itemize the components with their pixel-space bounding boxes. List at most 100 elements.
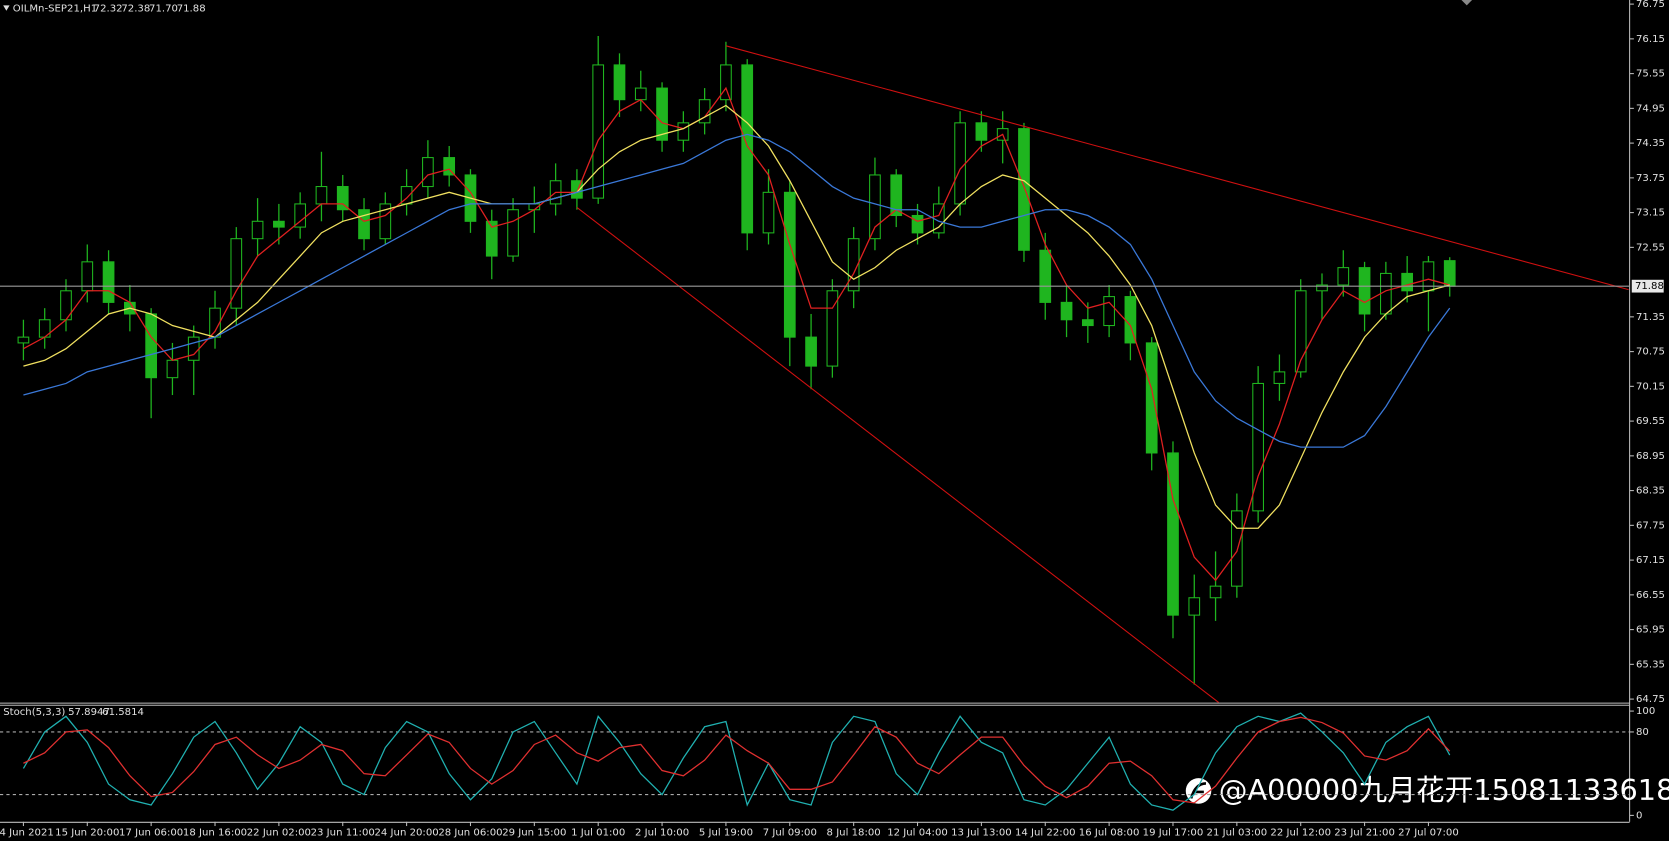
candle-body: [1188, 597, 1201, 616]
y-tick-label: 71.35: [1636, 312, 1665, 323]
candle-body: [677, 122, 690, 141]
candle-body: [720, 64, 732, 101]
candle-body: [1039, 249, 1052, 303]
x-tick-label: 5 Jul 19:00: [699, 827, 753, 838]
header-low: 71.70: [149, 4, 178, 15]
x-tick-label: 28 Jun 06:00: [438, 827, 502, 838]
x-tick-label: 7 Jul 09:00: [763, 827, 817, 838]
x-tick-label: 21 Jul 03:00: [1207, 827, 1268, 838]
price-panel: [17, 35, 1629, 703]
indicator-line: [23, 133, 1451, 448]
candle-body: [1018, 128, 1030, 251]
x-tick-label: 19 Jul 17:00: [1143, 827, 1204, 838]
candle-body: [698, 99, 711, 124]
x-tick-label: 18 Jun 16:00: [183, 827, 247, 838]
candle-body: [911, 214, 924, 234]
x-tick-label: 8 Jul 18:00: [827, 827, 881, 838]
y-tick-label: 65.95: [1636, 625, 1665, 636]
indicator-line: [23, 86, 1450, 582]
candle-body: [1060, 301, 1073, 321]
candle-body: [656, 87, 668, 141]
y-tick-label: 64.75: [1636, 694, 1665, 705]
candle-body: [273, 220, 285, 228]
candle-body: [1337, 267, 1350, 286]
stoch-panel: [0, 712, 1630, 811]
candle-body: [209, 307, 221, 338]
candle-body: [783, 191, 796, 338]
y-tick-label: 65.35: [1636, 659, 1665, 670]
stoch-k-value: 57.8947: [68, 707, 110, 718]
candle-body: [17, 336, 30, 344]
y-tick-label: 80: [1636, 727, 1649, 738]
x-tick-label: 14 Jul 22:00: [1015, 827, 1076, 838]
candle-body: [826, 290, 839, 367]
y-tick-label: 0: [1636, 810, 1642, 821]
y-tick-label: 76.75: [1636, 0, 1665, 10]
watermark-text: @A00000九月花开15081133618: [1219, 773, 1669, 807]
x-tick-label: 12 Jul 04:00: [887, 827, 948, 838]
stoch-title: Stoch(5,3,3): [3, 707, 65, 718]
candle-body: [975, 122, 988, 141]
y-tick-label: 70.75: [1636, 347, 1665, 358]
indicator-line: [23, 716, 1451, 804]
indicator-line: [22, 712, 1451, 811]
candle-body: [954, 122, 966, 205]
candle-body: [1401, 272, 1414, 292]
y-tick-label: 72.55: [1636, 242, 1665, 253]
x-tick-label: 17 Jun 06:00: [119, 827, 183, 838]
candle-body: [1230, 510, 1243, 587]
candle-body: [485, 220, 498, 257]
candle-body: [890, 174, 903, 217]
candle-body: [1380, 272, 1392, 315]
x-tick-label: 15 Jun 20:00: [55, 827, 119, 838]
candle-body: [571, 180, 583, 199]
x-tick-label: 23 Jun 11:00: [311, 827, 375, 838]
y-tick-label: 66.55: [1636, 590, 1665, 601]
indicator-line: [23, 104, 1450, 529]
candle-body: [869, 174, 881, 240]
x-tick-label: 23 Jul 21:00: [1334, 827, 1395, 838]
candle-body: [592, 64, 605, 199]
stoch-d-value: 61.5814: [102, 707, 144, 718]
candle-body: [847, 238, 860, 292]
menu-arrow[interactable]: [3, 5, 10, 11]
current-price-label: 71.88: [1635, 281, 1664, 292]
header-close: 71.88: [177, 4, 206, 15]
header-high: 72.38: [121, 4, 150, 15]
x-tick-label: 2 Jul 10:00: [635, 827, 689, 838]
symbol-title: OILMn-SEP21,H1: [13, 4, 97, 15]
y-tick-label: 74.95: [1636, 103, 1665, 114]
y-tick-label: 73.75: [1636, 173, 1665, 184]
candle-body: [358, 209, 370, 240]
x-tick-label: 27 Jul 07:00: [1398, 827, 1459, 838]
candle-body: [1145, 342, 1158, 454]
y-tick-label: 100: [1636, 706, 1655, 717]
candle-body: [422, 157, 434, 188]
current-price-box: [1631, 279, 1664, 293]
candle-body: [145, 313, 158, 379]
y-tick-label: 75.55: [1636, 69, 1665, 80]
trendline: [576, 206, 1220, 703]
candle-body: [166, 359, 179, 379]
x-tick-label: 22 Jun 02:00: [247, 827, 311, 838]
candle-body: [102, 261, 115, 303]
candle-body: [443, 157, 456, 176]
candle-body: [762, 191, 775, 234]
candle-body: [507, 209, 519, 257]
candle-body: [1443, 260, 1456, 287]
x-tick-label: 22 Jul 12:00: [1270, 827, 1331, 838]
candle-body: [634, 87, 647, 101]
candle-body: [294, 203, 307, 228]
candle-body: [230, 238, 243, 309]
candle-body: [1167, 452, 1179, 616]
x-tick-label: 14 Jun 2021: [0, 827, 54, 838]
y-tick-label: 67.75: [1636, 520, 1665, 531]
y-tick-label: 68.95: [1636, 451, 1665, 462]
trendline: [725, 45, 1629, 291]
candle-body: [1316, 284, 1328, 292]
y-tick-label: 70.15: [1636, 381, 1665, 392]
y-tick-label: 68.35: [1636, 486, 1665, 497]
